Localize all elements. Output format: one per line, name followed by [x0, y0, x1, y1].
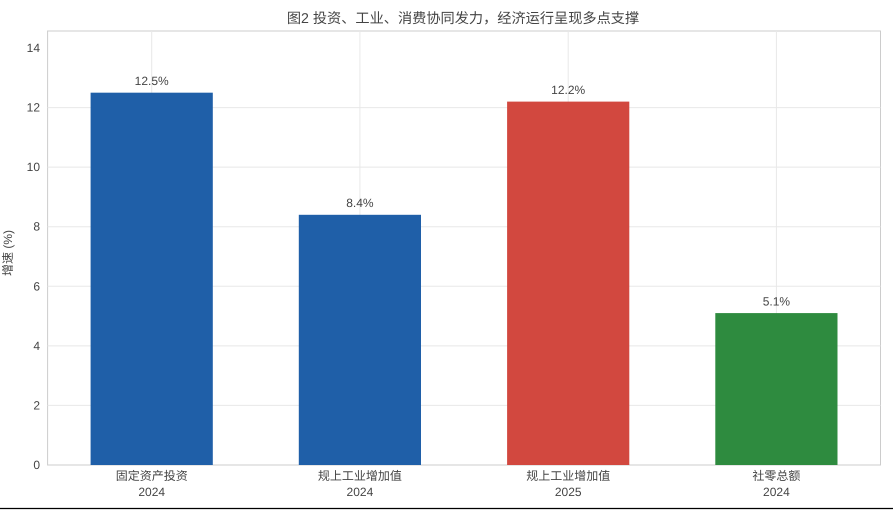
svg-text:0: 0 [33, 458, 40, 472]
svg-text:12.5%: 12.5% [135, 74, 169, 88]
svg-text:增速 (%): 增速 (%) [1, 230, 15, 276]
svg-text:8: 8 [33, 220, 40, 234]
svg-text:规上工业增加值: 规上工业增加值 [318, 469, 402, 483]
svg-text:图2 投资、工业、消费协同发力，经济运行呈现多点支撑: 图2 投资、工业、消费协同发力，经济运行呈现多点支撑 [287, 11, 639, 27]
svg-text:5.1%: 5.1% [763, 295, 791, 309]
svg-text:14: 14 [27, 41, 41, 55]
svg-text:2024: 2024 [763, 485, 790, 499]
svg-text:规上工业增加值: 规上工业增加值 [526, 469, 610, 483]
svg-text:4: 4 [33, 339, 40, 353]
svg-text:社零总额: 社零总额 [752, 469, 800, 483]
svg-text:2: 2 [33, 398, 40, 412]
svg-text:8.4%: 8.4% [346, 196, 374, 210]
svg-text:6: 6 [33, 279, 40, 293]
svg-text:2024: 2024 [347, 485, 374, 499]
svg-text:10: 10 [27, 160, 41, 174]
svg-text:2025: 2025 [555, 485, 582, 499]
svg-text:12.2%: 12.2% [551, 83, 585, 97]
svg-text:固定资产投资: 固定资产投资 [116, 469, 188, 483]
svg-text:2024: 2024 [138, 485, 165, 499]
svg-text:12: 12 [27, 101, 41, 115]
